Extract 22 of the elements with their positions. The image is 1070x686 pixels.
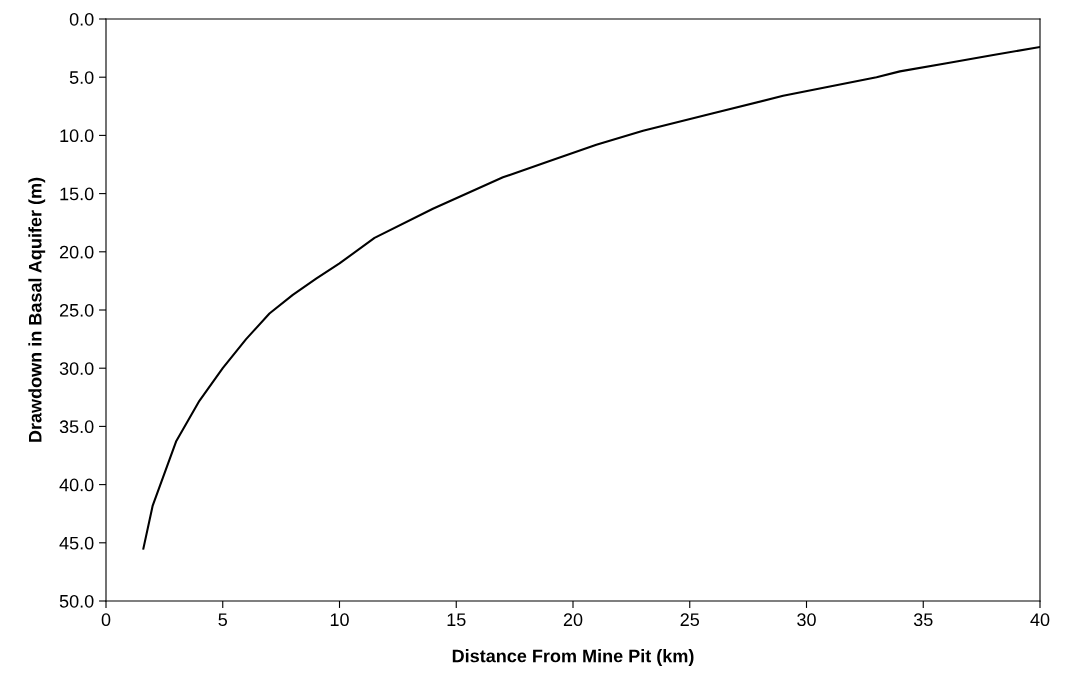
x-tick-label: 0	[101, 613, 111, 627]
y-tick-label: 30.0	[59, 362, 94, 375]
x-tick-label: 30	[797, 613, 816, 627]
y-tick-label: 15.0	[60, 187, 94, 201]
y-tick-label: 50.0	[59, 594, 94, 608]
y-tick-label: 40.0	[59, 478, 94, 492]
x-tick-label: 10	[330, 613, 349, 627]
y-tick-label: 20.0	[59, 245, 94, 259]
y-tick-label: 35.0	[59, 420, 94, 434]
x-tick-label: 40	[1030, 613, 1050, 627]
y-tick-label: 25.0	[59, 303, 94, 317]
x-tick-label: 35	[913, 613, 933, 627]
x-tick-label: 25	[680, 613, 700, 627]
x-tick-label: 15	[447, 613, 466, 627]
y-axis-title: Drawdown in Basal Aquifer (m)	[28, 177, 46, 442]
x-tick-label: 5	[218, 613, 228, 627]
x-tick-label: 20	[563, 613, 583, 627]
y-tick-label: 10.0	[60, 129, 94, 143]
y-tick-label: 45.0	[59, 536, 94, 550]
x-axis-title: Distance From Mine Pit (km)	[452, 649, 694, 666]
y-tick-label: 0.0	[69, 12, 94, 26]
y-tick-label: 5.0	[69, 71, 94, 84]
